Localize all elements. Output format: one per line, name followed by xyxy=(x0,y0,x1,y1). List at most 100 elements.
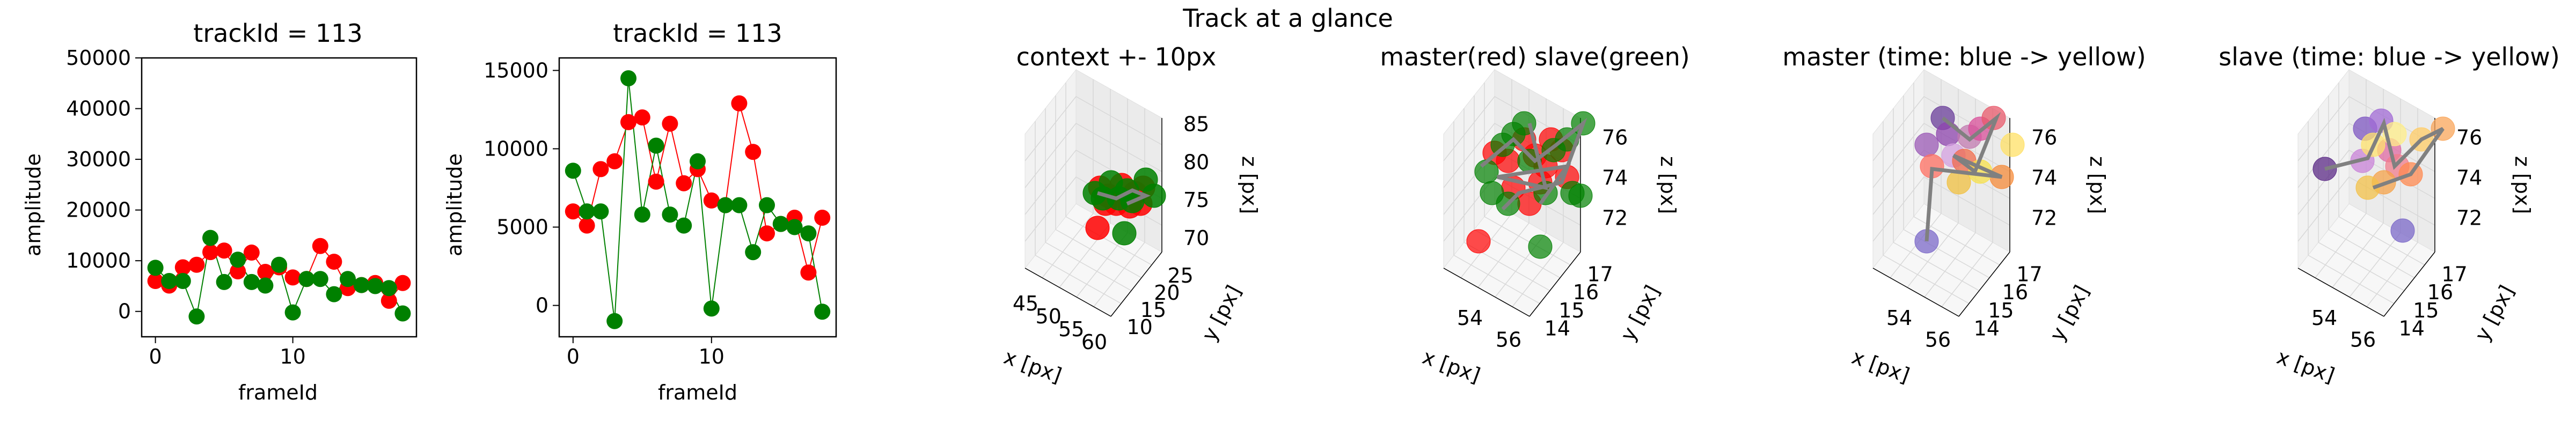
plot1-series-1-point xyxy=(188,308,205,325)
panel3-grid-line xyxy=(2315,213,2367,278)
plot1-series-1-point xyxy=(394,305,411,322)
panel3-grid-line xyxy=(2297,96,2435,161)
panel3-ztick-label: 76 xyxy=(2456,126,2482,150)
plot1-series-1-point xyxy=(271,256,287,273)
panel0-xtick-label: 60 xyxy=(1081,330,1107,354)
slave-point xyxy=(1528,234,1553,259)
panel0-ytick-label: 20 xyxy=(1154,281,1180,305)
panel1-grid-line xyxy=(1453,255,1540,304)
plot2-series-0-point xyxy=(800,264,817,281)
panel0-x-axis xyxy=(1024,268,1111,317)
plot1-ytick-label: 50000 xyxy=(66,46,131,70)
plot2-ytick-label: 15000 xyxy=(484,58,548,82)
plot1-xtick-label: 10 xyxy=(280,345,305,368)
figure-suptitle: Track at a glance xyxy=(1182,4,1393,33)
plot1-series-1-point xyxy=(202,230,218,246)
panel2-ztick-label: 76 xyxy=(2031,126,2057,150)
panel3-x-axis xyxy=(2297,268,2384,317)
plot1-series-0-point xyxy=(394,275,411,291)
panel2-ztick-label: 74 xyxy=(2031,166,2057,190)
plot1-ytick-label: 10000 xyxy=(66,249,131,272)
panel0-ytick-label: 25 xyxy=(1168,264,1194,287)
plot2-xtick-label: 0 xyxy=(567,345,580,368)
plot2-series-0-point xyxy=(703,192,720,209)
panel3-ytick-label: 14 xyxy=(2399,316,2425,340)
plot2-series-1-point xyxy=(772,216,789,232)
panel0-grid-line xyxy=(1045,242,1132,291)
panel1-zlabel: z [px] xyxy=(1656,156,1680,214)
panel0-zlabel: z [px] xyxy=(1238,156,1261,214)
panel0-ztick-label: 85 xyxy=(1183,113,1209,136)
plot1-xlabel: frameId xyxy=(238,381,318,404)
panel0-xtick-label: 45 xyxy=(1013,292,1038,315)
plot2-series-1-point xyxy=(620,70,636,86)
panel2-grid-line xyxy=(1872,176,2010,242)
plot2-series-0-point xyxy=(676,175,692,191)
panel1-ytick-label: 16 xyxy=(1573,280,1599,304)
plot1-series-1-point xyxy=(161,273,178,289)
panel1-xtick-label: 56 xyxy=(1496,328,1521,352)
plot1-ytick-label: 40000 xyxy=(66,97,131,121)
plot1-series-1-point xyxy=(367,278,384,294)
panel3-grid-line xyxy=(2366,242,2418,307)
plot2-series-0-point xyxy=(620,114,636,130)
panel0-grid-line xyxy=(1042,213,1094,278)
plot2-series-0-point xyxy=(648,173,664,190)
master-time-point xyxy=(2000,132,2025,157)
plot1-series-1-point xyxy=(243,273,260,290)
plot2-series-0-point xyxy=(606,153,623,169)
plot1-series-1-point xyxy=(380,280,397,297)
master-slave-track-line-2 xyxy=(1497,123,1571,205)
panel3-xtick-label: 54 xyxy=(2311,306,2337,330)
plot2-series-1-point xyxy=(731,197,748,213)
plot1-series-1-point xyxy=(174,273,191,289)
plot1-series-1-point xyxy=(353,277,370,293)
plot1-title: trackId = 113 xyxy=(193,19,362,48)
panel2-zlabel: z [px] xyxy=(2085,156,2109,214)
plot2-series-0-point xyxy=(662,115,678,132)
plot1-series-1-point xyxy=(298,271,315,287)
plot1-series-0-point xyxy=(202,244,218,261)
plot2-series-0-point xyxy=(634,109,650,126)
plot2-series-1-point xyxy=(703,300,720,317)
plot1-series-0-point xyxy=(230,263,246,280)
plot2-series-1-point xyxy=(717,197,734,213)
panel3-grid-line xyxy=(2308,255,2395,304)
plot2-series-1-line xyxy=(572,78,823,321)
panel1-xlabel: x [px] xyxy=(1419,345,1483,387)
plot2-series-1-point xyxy=(648,137,664,154)
panel0-grid-line xyxy=(1024,96,1162,161)
plot2-series-1-point xyxy=(814,304,831,320)
amplitude-plot-2: trackId = 113 frameId amplitude 0 10 0 5000… xyxy=(443,19,837,404)
plot2-series-0-point xyxy=(579,217,595,234)
panel2-grid-line xyxy=(1907,223,1959,288)
master-time-point xyxy=(1936,122,1960,146)
panel3-ytick-label: 16 xyxy=(2427,280,2453,304)
scatter3d-slave-time: slave (time: blue -> yellow) 54 56 1415161… xyxy=(2219,42,2560,387)
context-master-point xyxy=(1085,216,1110,240)
panel0-grid-line xyxy=(1035,255,1122,304)
plot2-series-0-point xyxy=(745,144,762,160)
panel1-ztick-label: 72 xyxy=(1602,206,1628,230)
panel1-grid-line xyxy=(1477,223,1529,288)
panel3-grid-line xyxy=(2318,242,2405,291)
panel0-ylabel: y [px] xyxy=(1197,282,1246,345)
panel0-grid-line xyxy=(1093,242,1145,307)
master-time-title: master (time: blue -> yellow) xyxy=(1782,42,2146,71)
plot1-series-0-point xyxy=(326,254,342,270)
scatter3d-master-time: master (time: blue -> yellow) 54 56 141516… xyxy=(1782,42,2146,387)
plot2-frame xyxy=(558,57,837,338)
panel3-grid-line xyxy=(2328,229,2415,278)
master-slave-track-line-1 xyxy=(1480,117,1587,211)
panel0-ytick-label: 15 xyxy=(1140,298,1166,322)
panel2-grid-line xyxy=(1941,242,1993,307)
panel2-ylabel: y [px] xyxy=(2045,282,2094,345)
panel3-ytick-label: 17 xyxy=(2441,263,2467,286)
plot2-series-0-point xyxy=(759,225,775,242)
plot1-series-0-point xyxy=(257,263,274,280)
panel2-x-axis xyxy=(1872,268,1959,317)
plot2-series-1-point xyxy=(745,244,762,261)
amplitude-plot-1: trackId = 113 frameId amplitude 0 10 0 1000… xyxy=(21,19,418,404)
panel1-ylabel: y [px] xyxy=(1616,282,1665,345)
